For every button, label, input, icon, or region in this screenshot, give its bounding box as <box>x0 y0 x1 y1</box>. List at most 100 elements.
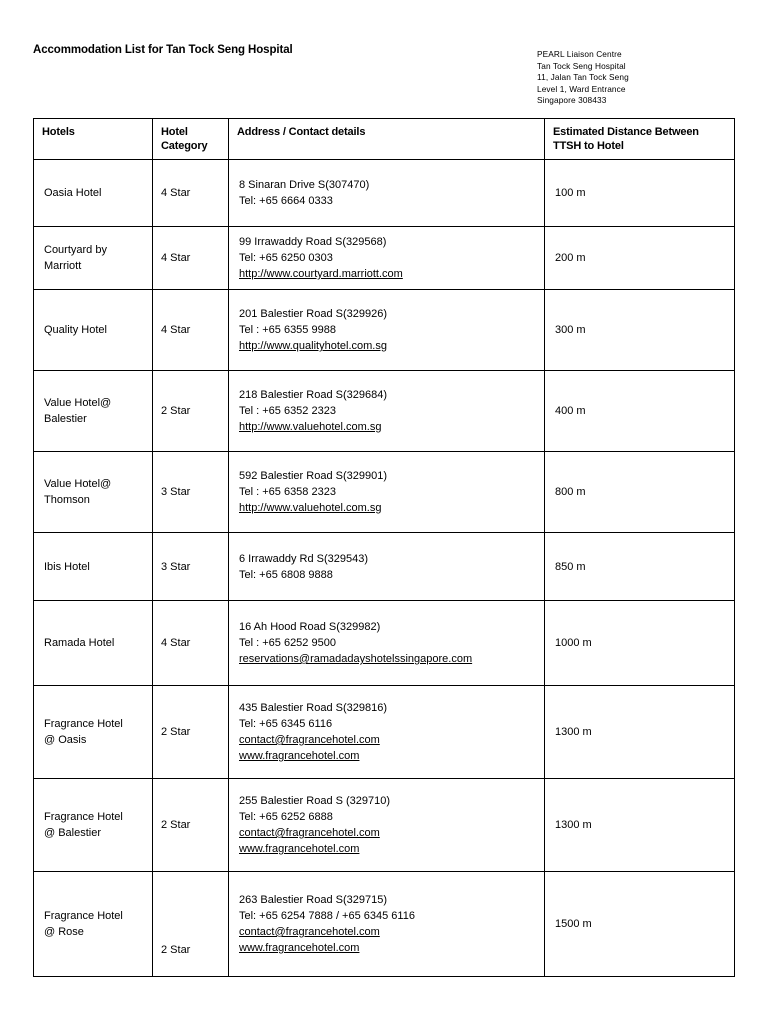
cell-hotel-category: 3 Star <box>152 532 229 601</box>
table-row: Ramada Hotel 4 Star 16 Ah Hood Road S(3299… <box>33 600 735 686</box>
hotel-name-line-2: @ Rose <box>44 926 84 938</box>
cell-hotel-name: Ramada Hotel <box>33 600 153 686</box>
address-line: Tel : +65 6252 9500 <box>239 637 336 649</box>
cell-hotel-category: 4 Star <box>152 226 229 290</box>
address-line: Tel: +65 6250 0303 <box>239 252 333 264</box>
cell-estimated-distance: 1000 m <box>544 600 735 686</box>
cell-estimated-distance: 300 m <box>544 289 735 371</box>
hotel-name-line-2: Thomson <box>44 494 90 506</box>
address-line: Tel: +65 6254 7888 / +65 6345 6116 <box>239 910 415 922</box>
contact-link[interactable]: www.fragrancehotel.com <box>239 942 360 954</box>
cell-hotel-category: 4 Star <box>152 289 229 371</box>
column-header-category: Hotel Category <box>152 118 229 160</box>
address-line: Tel : +65 6352 2323 <box>239 405 336 417</box>
cell-address-contact: 592 Balestier Road S(329901) Tel : +65 63… <box>228 451 545 533</box>
cell-hotel-category: 2 Star <box>152 370 229 452</box>
cell-estimated-distance: 100 m <box>544 159 735 227</box>
contact-link[interactable]: http://www.courtyard.marriott.com <box>239 268 403 280</box>
address-line: 263 Balestier Road S(329715) <box>239 894 387 906</box>
table-row: Fragrance Hotel @ Rose 2 Star 263 Balestier… <box>33 871 735 977</box>
table-row: Ibis Hotel 3 Star 6 Irrawaddy Rd S(329543)… <box>33 532 735 601</box>
contact-link[interactable]: www.fragrancehotel.com <box>239 750 360 762</box>
cell-hotel-category: 3 Star <box>152 451 229 533</box>
hotel-name-line-1: Value Hotel@ <box>44 478 112 490</box>
org-line-4: Level 1, Ward Entrance <box>537 83 626 94</box>
address-line: Tel: +65 6664 0333 <box>239 195 333 207</box>
cell-address-contact: 255 Balestier Road S (329710) Tel: +65 62… <box>228 778 545 872</box>
hotel-name-line-1: Courtyard by <box>44 244 107 256</box>
contact-link[interactable]: contact@fragrancehotel.com <box>239 926 380 938</box>
cell-hotel-name: Fragrance Hotel @ Oasis <box>33 685 153 779</box>
address-line: 255 Balestier Road S (329710) <box>239 795 391 807</box>
address-line: Tel : +65 6358 2323 <box>239 486 336 498</box>
cell-address-contact: 8 Sinaran Drive S(307470) Tel: +65 6664 0… <box>228 159 545 227</box>
cell-estimated-distance: 400 m <box>544 370 735 452</box>
cell-hotel-name: Quality Hotel <box>33 289 153 371</box>
table-row: Value Hotel@ Thomson 3 Star 592 Balestier R… <box>33 451 735 533</box>
org-line-2: Tan Tock Seng Hospital <box>537 60 626 71</box>
address-line: Tel: +65 6345 6116 <box>239 718 333 730</box>
cell-hotel-name: Fragrance Hotel @ Rose <box>33 871 153 977</box>
cell-estimated-distance: 200 m <box>544 226 735 290</box>
contact-link[interactable]: http://www.valuehotel.com.sg <box>239 421 382 433</box>
hotel-name-line-2: @ Oasis <box>44 734 87 746</box>
cell-address-contact: 99 Irrawaddy Road S(329568) Tel: +65 6250… <box>228 226 545 290</box>
cell-hotel-name: Ibis Hotel <box>33 532 153 601</box>
table-row: Value Hotel@ Balestier 2 Star 218 Balestier… <box>33 370 735 452</box>
cell-address-contact: 6 Irrawaddy Rd S(329543) Tel: +65 6808 98… <box>228 532 545 601</box>
cell-estimated-distance: 800 m <box>544 451 735 533</box>
page-title: Accommodation List for Tan Tock Seng Hos… <box>33 44 293 56</box>
column-header-hotels: Hotels <box>33 118 153 160</box>
address-line: Tel: +65 6808 9888 <box>239 568 333 581</box>
org-line-5: Singapore 308433 <box>537 95 607 105</box>
hotel-name-line-1: Fragrance Hotel <box>44 910 123 922</box>
address-line: 16 Ah Hood Road S(329982) <box>239 621 381 633</box>
accommodation-table: Hotels Hotel Category Address / Contact … <box>33 118 735 977</box>
cell-hotel-name: Value Hotel@ Thomson <box>33 451 153 533</box>
cell-hotel-category: 4 Star <box>152 600 229 686</box>
hotel-name-line-2: @ Balestier <box>44 827 102 839</box>
contact-link[interactable]: contact@fragrancehotel.com <box>239 827 380 839</box>
address-line: Tel: +65 6252 6888 <box>239 811 333 823</box>
org-line-1: PEARL Liaison Centre <box>537 49 622 59</box>
column-header-address: Address / Contact details <box>228 118 545 160</box>
table-row: Courtyard by Marriott 4 Star 99 Irrawaddy R… <box>33 226 735 290</box>
document-header: Accommodation List for Tan Tock Seng Hos… <box>33 44 735 107</box>
address-line: 8 Sinaran Drive S(307470) <box>239 179 370 191</box>
organisation-address-block: PEARL Liaison Centre Tan Tock Seng Hospi… <box>537 49 629 107</box>
table-body: Oasia Hotel 4 Star 8 Sinaran Drive S(30747… <box>33 159 735 977</box>
column-header-category-line2: Category <box>161 140 208 152</box>
contact-link[interactable]: http://www.valuehotel.com.sg <box>239 502 382 514</box>
address-line: 201 Balestier Road S(329926) <box>239 308 387 320</box>
address-line: 6 Irrawaddy Rd S(329543) <box>239 552 369 565</box>
cell-estimated-distance: 1300 m <box>544 778 735 872</box>
cell-estimated-distance: 850 m <box>544 532 735 601</box>
address-line: 592 Balestier Road S(329901) <box>239 470 387 482</box>
hotel-name-line-1: Fragrance Hotel <box>44 811 123 823</box>
column-header-distance: Estimated Distance Between TTSH to Hotel <box>544 118 735 160</box>
cell-hotel-category: 2 Star <box>152 685 229 779</box>
hotel-name-line-2: Balestier <box>44 413 87 425</box>
table-row: Fragrance Hotel @ Oasis 2 Star 435 Balestie… <box>33 685 735 779</box>
table-row: Oasia Hotel 4 Star 8 Sinaran Drive S(30747… <box>33 159 735 227</box>
contact-link[interactable]: contact@fragrancehotel.com <box>239 734 380 746</box>
column-header-distance-line1: Estimated Distance Between <box>553 126 699 138</box>
cell-hotel-category: 4 Star <box>152 159 229 227</box>
column-header-category-line1: Hotel <box>161 126 188 138</box>
table-header: Hotels Hotel Category Address / Contact … <box>33 118 735 160</box>
address-line: Tel : +65 6355 9988 <box>239 324 336 336</box>
contact-link[interactable]: http://www.qualityhotel.com.sg <box>239 340 387 352</box>
cell-hotel-name: Value Hotel@ Balestier <box>33 370 153 452</box>
contact-link[interactable]: reservations@ramadadayshotelssingapore.c… <box>239 653 473 665</box>
hotel-name-line-2: Marriott <box>44 260 82 272</box>
address-line: 218 Balestier Road S(329684) <box>239 389 387 401</box>
cell-hotel-category: 2 Star <box>152 871 229 977</box>
org-line-3: 11, Jalan Tan Tock Seng <box>537 72 629 82</box>
table-row: Quality Hotel 4 Star 201 Balestier Road S(… <box>33 289 735 371</box>
cell-estimated-distance: 1500 m <box>544 871 735 977</box>
contact-link[interactable]: www.fragrancehotel.com <box>239 843 360 855</box>
address-line: 435 Balestier Road S(329816) <box>239 702 387 714</box>
cell-hotel-name: Courtyard by Marriott <box>33 226 153 290</box>
hotel-name-line-1: Fragrance Hotel <box>44 718 123 730</box>
cell-address-contact: 263 Balestier Road S(329715) Tel: +65 625… <box>228 871 545 977</box>
